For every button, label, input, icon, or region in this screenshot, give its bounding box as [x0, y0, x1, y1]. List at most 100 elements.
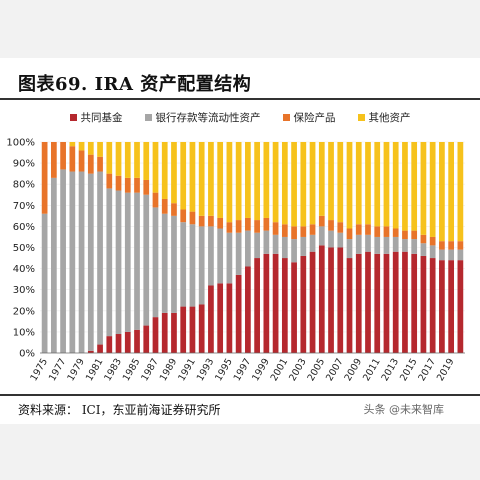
bar-segment-insurance: [152, 192, 159, 208]
bar-segment-insurance: [180, 209, 187, 223]
bar-segment-insurance: [60, 142, 66, 170]
bar-segment-bank-deposits: [189, 224, 196, 307]
bar-segment-other-assets: [365, 142, 371, 225]
bar-segment-insurance: [254, 220, 260, 233]
bar-segment-mutual-funds: [457, 260, 464, 353]
bar-segment-bank-deposits: [448, 249, 455, 261]
bar-segment-mutual-funds: [161, 312, 168, 353]
bar-segment-mutual-funds: [106, 336, 113, 353]
bar-segment-other-assets: [346, 142, 353, 229]
bar-segment-bank-deposits: [429, 245, 436, 259]
bar-segment-other-assets: [392, 142, 399, 229]
bar-segment-insurance: [337, 222, 344, 233]
bar-segment-bank-deposits: [392, 236, 399, 252]
bar-segment-mutual-funds: [235, 274, 242, 353]
y-tick-label: 70%: [13, 201, 35, 212]
bar-segment-insurance: [411, 230, 418, 240]
y-tick-label: 0%: [19, 349, 35, 360]
bar-segment-other-assets: [457, 142, 464, 242]
bar-segment-insurance: [420, 234, 427, 244]
legend-label-mutual-funds: 共同基金: [80, 111, 123, 124]
chart-legend: 共同基金 银行存款等流动性资产 保险产品 其他资产: [0, 108, 480, 126]
bar-segment-mutual-funds: [226, 283, 233, 353]
bar-segment-insurance: [189, 211, 196, 225]
x-tick-label: 2005: [306, 357, 328, 383]
bar-segment-insurance: [171, 203, 177, 216]
bar-segment-insurance: [439, 241, 445, 250]
bar-segment-bank-deposits: [106, 188, 113, 337]
x-tick-label: 1989: [158, 357, 180, 383]
bar-segment-insurance: [374, 226, 381, 237]
bar-segment-insurance: [448, 241, 455, 250]
bar-segment-other-assets: [161, 142, 168, 199]
bar-segment-other-assets: [134, 142, 140, 178]
bar-segment-mutual-funds: [272, 253, 279, 353]
y-tick-label: 100%: [6, 138, 35, 149]
bar-segment-other-assets: [254, 142, 260, 221]
bar-segment-other-assets: [355, 142, 362, 225]
bar-segment-other-assets: [411, 142, 418, 231]
bar-segment-mutual-funds: [429, 258, 436, 353]
bar-segment-mutual-funds: [411, 253, 418, 353]
bar-segment-other-assets: [152, 142, 159, 193]
bar-segment-other-assets: [420, 142, 427, 235]
bar-segment-insurance: [69, 146, 76, 172]
bar-segment-other-assets: [448, 142, 455, 242]
bar-segment-mutual-funds: [328, 247, 334, 353]
bar-segment-bank-deposits: [383, 236, 390, 254]
bar-segment-mutual-funds: [318, 245, 325, 353]
bar-segment-mutual-funds: [124, 331, 131, 353]
bar-segment-mutual-funds: [198, 304, 205, 353]
bar-segment-bank-deposits: [152, 207, 159, 318]
bar-segment-bank-deposits: [235, 232, 242, 275]
bar-segment-bank-deposits: [78, 171, 85, 353]
bar-segment-bank-deposits: [300, 236, 307, 256]
bar-segment-insurance: [50, 142, 57, 178]
bar-segment-mutual-funds: [189, 306, 196, 353]
bar-segment-insurance: [226, 222, 233, 233]
x-tick-label: 1977: [47, 357, 69, 383]
bar-segment-insurance: [87, 154, 94, 174]
bar-segment-bank-deposits: [124, 192, 131, 332]
bar-segment-insurance: [134, 177, 140, 193]
bar-segment-other-assets: [143, 142, 150, 180]
bar-segment-insurance: [97, 156, 103, 172]
x-tick-label: 2015: [398, 357, 420, 383]
bar-segment-mutual-funds: [300, 255, 307, 353]
bar-segment-bank-deposits: [198, 226, 205, 305]
bar-segment-mutual-funds: [392, 251, 399, 353]
bar-segment-insurance: [300, 226, 307, 237]
x-tick-label: 2017: [417, 357, 439, 383]
bar-segment-mutual-funds: [87, 350, 94, 353]
bar-segment-insurance: [245, 217, 251, 231]
bar-segment-other-assets: [198, 142, 205, 216]
x-tick-label: 2003: [287, 357, 309, 383]
bar-segment-other-assets: [383, 142, 390, 227]
bar-segment-other-assets: [226, 142, 233, 223]
bar-segment-insurance: [217, 217, 224, 229]
bar-segment-other-assets: [217, 142, 224, 218]
x-tick-label: 2011: [361, 357, 383, 383]
bar-segment-bank-deposits: [365, 234, 371, 252]
bar-segment-insurance: [457, 241, 464, 250]
title-bar: 图表69. IRA 资产配置结构: [0, 68, 480, 100]
bar-segment-insurance: [106, 173, 113, 189]
bar-segment-bank-deposits: [281, 236, 288, 259]
bar-segment-mutual-funds: [337, 247, 344, 353]
bar-segment-bank-deposits: [328, 230, 334, 248]
bar-segment-bank-deposits: [457, 249, 464, 261]
x-tick-label: 1997: [232, 357, 254, 383]
y-tick-label: 80%: [13, 180, 35, 191]
bar-segment-mutual-funds: [309, 251, 316, 353]
bar-segment-other-assets: [235, 142, 242, 221]
bar-segment-other-assets: [245, 142, 251, 218]
bar-segment-mutual-funds: [254, 258, 260, 353]
bar-segment-other-assets: [263, 142, 270, 218]
bar-segment-bank-deposits: [41, 213, 48, 353]
y-tick-label: 30%: [13, 285, 35, 296]
bar-segment-other-assets: [115, 142, 122, 176]
bar-segment-bank-deposits: [254, 232, 260, 259]
bar-segment-other-assets: [78, 142, 85, 151]
legend-swatch-bank-deposits: [144, 113, 152, 121]
legend-label-insurance: 保险产品: [293, 111, 336, 124]
